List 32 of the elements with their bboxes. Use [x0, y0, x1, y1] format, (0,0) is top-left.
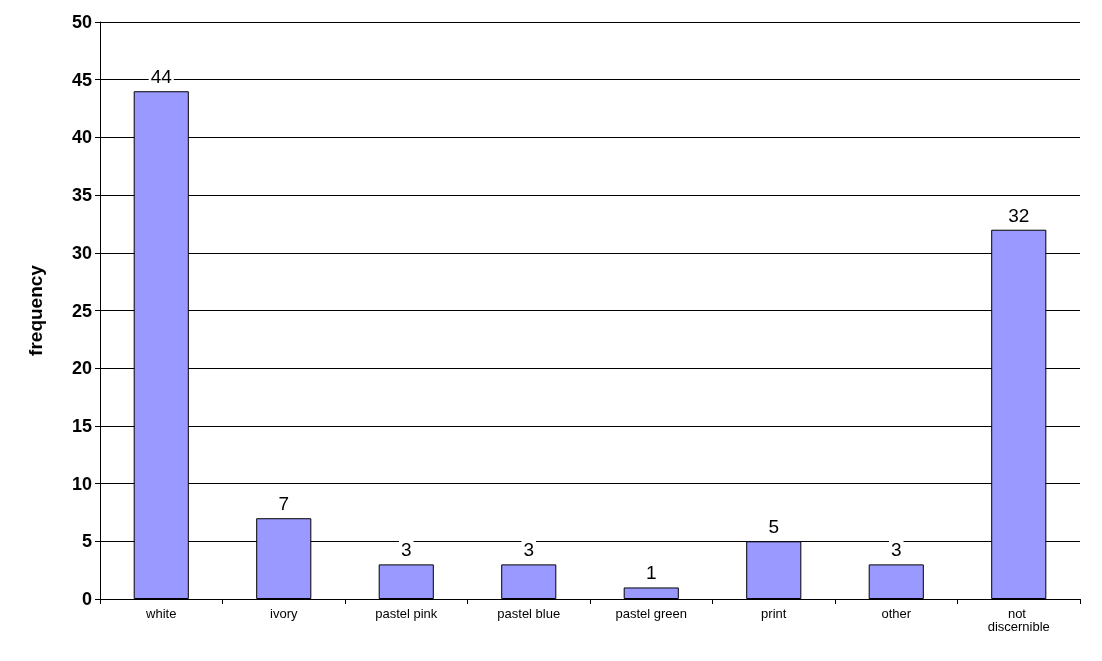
- x-tick-label: other: [881, 606, 912, 621]
- data-label: 44: [150, 66, 173, 88]
- data-label: 3: [523, 539, 535, 561]
- data-label: 3: [400, 539, 412, 561]
- bar: [501, 564, 557, 599]
- data-label: 5: [768, 516, 780, 538]
- y-tick-label: 40: [71, 127, 92, 148]
- bar: [623, 587, 679, 599]
- x-tick-label: pastel blue: [497, 606, 561, 621]
- data-label: 3: [890, 539, 902, 561]
- data-label: 7: [278, 493, 290, 515]
- y-tick-label: 25: [71, 300, 92, 321]
- x-tick-label: pastel green: [615, 606, 688, 621]
- y-axis-title: frequency: [25, 264, 46, 356]
- y-tick-label: 20: [71, 358, 92, 379]
- x-tick-label: white: [145, 606, 177, 621]
- y-tick-label: 30: [71, 242, 92, 263]
- data-label: 32: [1008, 204, 1030, 226]
- y-tick-label: 10: [71, 473, 92, 494]
- x-tick-label: pastel pink: [375, 606, 438, 621]
- bar: [868, 564, 924, 599]
- y-tick-label: 5: [81, 531, 92, 552]
- x-tick-label: print: [761, 606, 787, 621]
- x-tick-label: ivory: [270, 606, 298, 621]
- x-tick-label: not discernible: [987, 606, 1050, 634]
- y-tick-label: 15: [71, 415, 92, 436]
- bar: [378, 564, 434, 599]
- data-label: 1: [645, 562, 657, 584]
- y-tick-label: 45: [71, 69, 92, 90]
- y-tick-label: 35: [71, 185, 92, 206]
- y-tick-label: 50: [71, 12, 92, 32]
- y-tick-label: 0: [81, 589, 92, 609]
